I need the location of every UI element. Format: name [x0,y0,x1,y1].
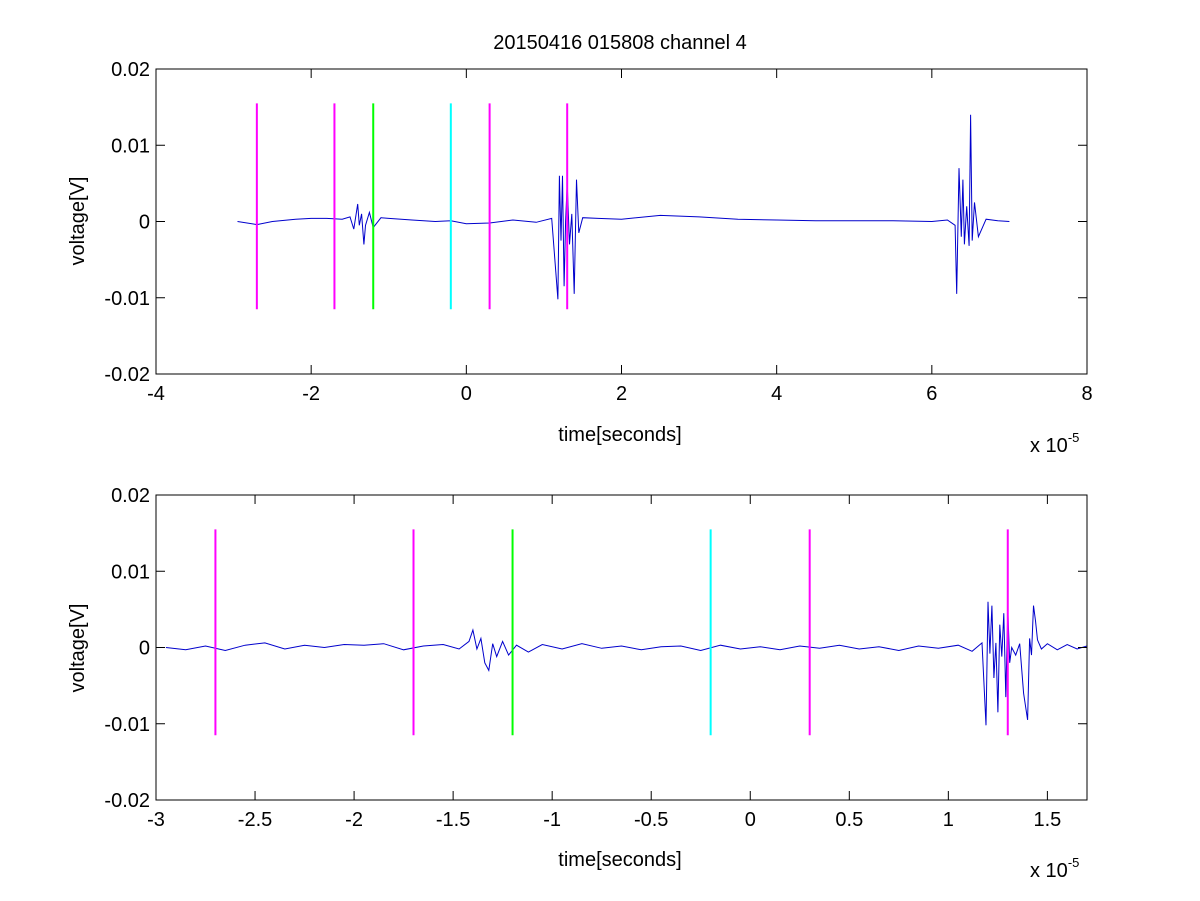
top-plot-xlabel: time[seconds] [558,424,681,446]
top-plot-x-multiplier: x 10-5 [1030,430,1079,457]
top-plot: -4 -2 0 2 4 6 8 -0.02 -0.01 0 0.01 0.02 time[second… [67,59,1093,457]
bottom-plot-ytick-label: 0.02 [111,485,150,507]
top-plot-data-layer [237,103,1010,310]
bottom-plot-xlabel: time[seconds] [558,849,681,871]
top-plot-xtick-label: 8 [1081,383,1092,405]
top-plot-ytick-label: 0.01 [111,135,150,157]
bottom-plot-xtick-label: 1.5 [1033,809,1061,831]
top-plot-ylabel: voltage[V] [67,177,89,266]
bottom-plot-xtick-label: -2.5 [238,809,272,831]
top-plot-xtick-label: 0 [461,383,472,405]
bottom-plot-ytick-label: -0.02 [104,790,150,812]
bottom-plot-ytick-label: 0 [139,638,150,660]
top-plot-xtick-label: -2 [302,383,320,405]
top-plot-xtick-label: 6 [926,383,937,405]
bottom-plot-xtick-label: -1.5 [436,809,470,831]
bottom-plot-ylabel: voltage[V] [67,604,89,693]
bottom-plot-xtick-label: -3 [147,809,165,831]
top-plot-series-0 [237,114,1010,300]
top-plot-xtick-label: -4 [147,383,165,405]
figure-title: 20150416 015808 channel 4 [493,32,747,54]
bottom-plot-ytick-label: -0.01 [104,714,150,736]
bottom-plot-data-layer [165,529,1087,736]
bottom-plot-xtick-label: -0.5 [634,809,668,831]
bottom-plot-xtick-label: 1 [943,809,954,831]
bottom-plot-axes-box [155,494,1088,801]
top-plot-ytick-label: -0.02 [104,364,150,386]
top-plot-ytick-label: 0.02 [111,59,150,81]
bottom-plot-ytick-label: 0.01 [111,561,150,583]
top-plot-ticks: -4 -2 0 2 4 6 8 -0.02 -0.01 0 0.01 0.02 [104,59,1092,405]
bottom-plot-xtick-label: 0 [745,809,756,831]
top-plot-xtick-label: 2 [616,383,627,405]
top-plot-ytick-label: 0 [139,212,150,234]
bottom-plot-series-0 [165,601,1087,726]
bottom-plot-x-multiplier: x 10-5 [1030,855,1079,882]
top-plot-axes-box [155,68,1088,375]
bottom-plot-xtick-label: -1 [543,809,561,831]
top-plot-ytick-label: -0.01 [104,288,150,310]
bottom-plot-xtick-label: -2 [345,809,363,831]
bottom-plot-ticks: -3 -2.5 -2 -1.5 -1 -0.5 0 0.5 1 1.5 -0.02 -0.01 0 0.0… [104,485,1087,831]
bottom-plot-xtick-label: 0.5 [835,809,863,831]
bottom-plot: -3 -2.5 -2 -1.5 -1 -0.5 0 0.5 1 1.5 -0.02 -0.01 0 0.0… [67,485,1088,882]
top-plot-xtick-label: 4 [771,383,782,405]
